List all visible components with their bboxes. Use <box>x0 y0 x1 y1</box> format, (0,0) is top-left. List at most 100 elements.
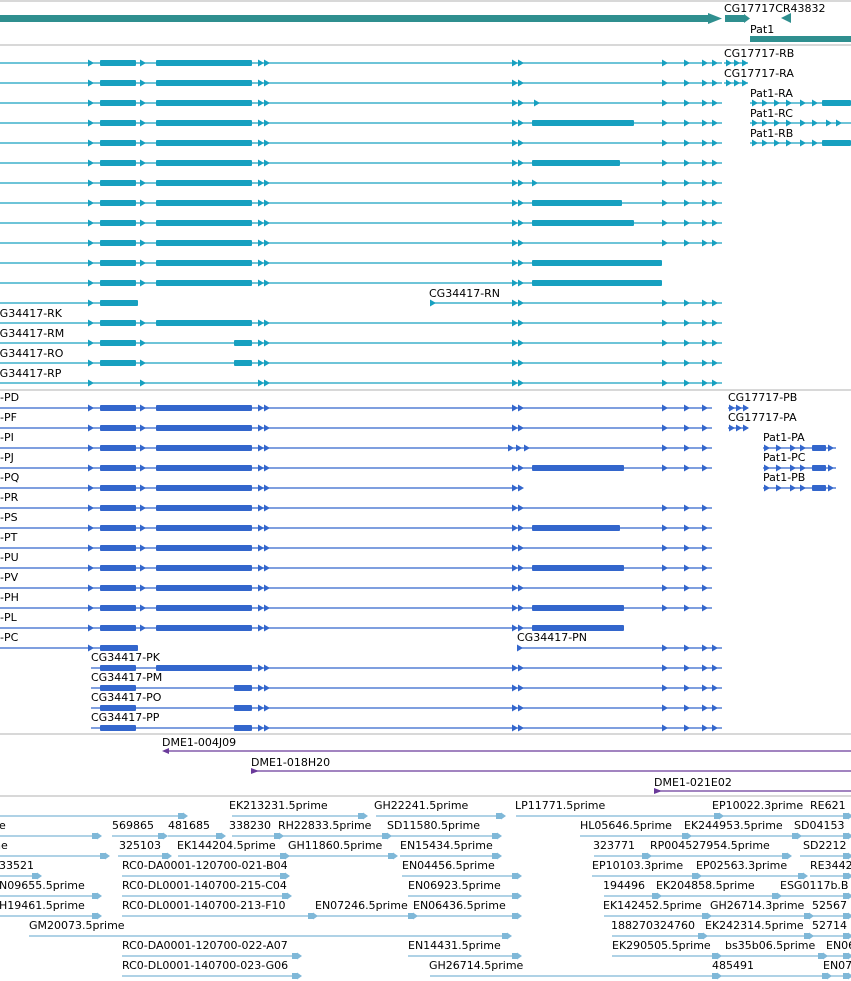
est-feature[interactable] <box>612 932 708 940</box>
transcript-row[interactable] <box>750 99 851 107</box>
transcript-row[interactable] <box>724 59 748 67</box>
transcript-row[interactable] <box>0 319 722 327</box>
protein-row[interactable] <box>0 504 712 512</box>
est-feature[interactable] <box>232 832 284 840</box>
protein-row[interactable] <box>0 524 712 532</box>
transcript-row[interactable] <box>0 279 662 287</box>
est-feature[interactable] <box>592 872 702 880</box>
transcript-row[interactable] <box>0 379 722 387</box>
est-feature[interactable] <box>232 812 368 820</box>
transcript-row[interactable] <box>0 79 722 87</box>
est-feature[interactable] <box>612 952 722 960</box>
est-feature[interactable] <box>580 832 692 840</box>
est-feature[interactable] <box>604 912 712 920</box>
est-feature[interactable] <box>29 932 512 940</box>
protein-row[interactable] <box>728 404 749 412</box>
est-feature[interactable] <box>722 812 851 820</box>
est-feature[interactable] <box>0 852 110 860</box>
est-feature[interactable] <box>390 832 502 840</box>
protein-row[interactable] <box>0 564 712 572</box>
transcript-row[interactable] <box>0 179 722 187</box>
transcript-row[interactable] <box>0 99 722 107</box>
est-feature[interactable] <box>516 812 724 820</box>
transcript-row[interactable] <box>724 79 748 87</box>
transcript-row[interactable] <box>0 139 722 147</box>
protein-row[interactable] <box>91 724 722 732</box>
transcript-row[interactable] <box>0 359 722 367</box>
transcript-row[interactable] <box>0 119 722 127</box>
est-feature[interactable] <box>690 832 802 840</box>
protein-row[interactable] <box>763 464 836 472</box>
protein-row[interactable] <box>0 464 712 472</box>
protein-row[interactable] <box>763 444 836 452</box>
protein-row[interactable] <box>0 404 712 412</box>
est-feature[interactable] <box>282 832 392 840</box>
est-feature[interactable] <box>604 892 662 900</box>
est-feature[interactable] <box>416 912 522 920</box>
transcript-row[interactable] <box>0 259 662 267</box>
est-feature[interactable] <box>408 952 522 960</box>
protein-row[interactable] <box>0 424 712 432</box>
protein-row[interactable] <box>763 484 836 492</box>
est-feature[interactable] <box>810 872 851 880</box>
protein-row[interactable] <box>0 584 712 592</box>
est-feature[interactable] <box>712 972 832 980</box>
est-feature[interactable] <box>780 892 851 900</box>
est-feature[interactable] <box>812 912 851 920</box>
transcript-row[interactable] <box>0 219 722 227</box>
est-feature[interactable] <box>168 832 226 840</box>
est-feature[interactable] <box>660 892 782 900</box>
transcript-row[interactable] <box>0 59 722 67</box>
protein-row[interactable] <box>91 704 722 712</box>
est-feature[interactable] <box>122 912 318 920</box>
gene-CR43832-arrow-icon[interactable] <box>781 13 791 23</box>
est-feature[interactable] <box>402 872 522 880</box>
est-feature[interactable] <box>720 952 828 960</box>
est-feature[interactable] <box>700 872 808 880</box>
est-feature[interactable] <box>830 972 851 980</box>
protein-row[interactable] <box>517 644 722 652</box>
est-feature[interactable] <box>0 812 188 820</box>
est-feature[interactable] <box>710 912 814 920</box>
protein-row[interactable] <box>0 544 712 552</box>
est-feature[interactable] <box>178 852 290 860</box>
est-feature[interactable] <box>122 952 302 960</box>
est-feature[interactable] <box>0 872 42 880</box>
transcript-row[interactable] <box>750 119 851 127</box>
est-feature[interactable] <box>112 832 168 840</box>
gene-CG17717[interactable] <box>725 15 745 22</box>
est-feature[interactable] <box>122 872 290 880</box>
est-feature[interactable] <box>812 932 851 940</box>
est-feature[interactable] <box>316 912 418 920</box>
est-feature[interactable] <box>800 852 851 860</box>
est-feature[interactable] <box>826 952 851 960</box>
protein-row[interactable] <box>0 444 712 452</box>
est-feature[interactable] <box>430 972 722 980</box>
est-feature[interactable] <box>400 852 502 860</box>
protein-row[interactable] <box>728 424 749 432</box>
protein-row[interactable] <box>91 684 722 692</box>
protein-row[interactable] <box>91 664 722 672</box>
est-feature[interactable] <box>594 852 652 860</box>
est-feature[interactable] <box>376 812 506 820</box>
gene-CG34417[interactable] <box>0 15 710 22</box>
est-feature[interactable] <box>288 852 398 860</box>
est-feature[interactable] <box>408 892 522 900</box>
est-feature[interactable] <box>122 892 292 900</box>
est-feature[interactable] <box>0 892 102 900</box>
transcript-row[interactable] <box>750 139 851 147</box>
est-feature[interactable] <box>650 852 792 860</box>
est-feature[interactable] <box>122 972 302 980</box>
protein-row[interactable] <box>0 604 712 612</box>
est-feature[interactable] <box>0 832 102 840</box>
transcript-row[interactable] <box>0 299 138 307</box>
est-feature[interactable] <box>800 832 851 840</box>
est-feature[interactable] <box>706 932 814 940</box>
transcript-row[interactable] <box>0 239 722 247</box>
est-feature[interactable] <box>0 912 102 920</box>
transcript-row[interactable] <box>0 159 722 167</box>
protein-row[interactable] <box>0 644 138 652</box>
gene-pat1[interactable] <box>750 36 851 42</box>
transcript-row[interactable] <box>430 299 722 307</box>
est-feature[interactable] <box>118 852 172 860</box>
